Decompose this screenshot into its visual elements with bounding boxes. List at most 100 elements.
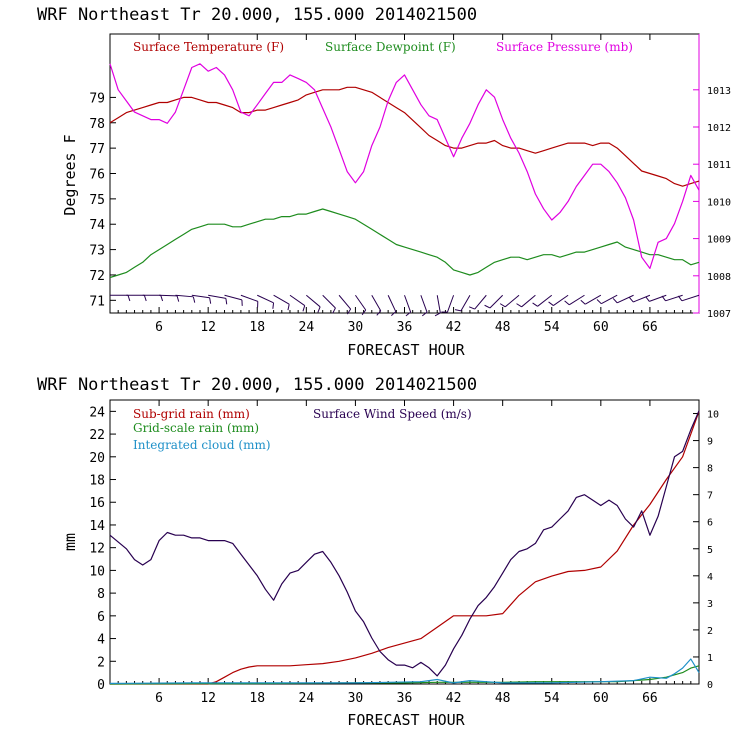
- wind-barb-feather: [347, 308, 352, 315]
- wind-barb: [489, 294, 504, 309]
- wind-barb: [322, 294, 336, 309]
- wind-barb: [404, 295, 412, 313]
- wind-barb: [371, 294, 382, 312]
- x-tick-label: 42: [446, 691, 462, 706]
- wind-barb-feather: [272, 302, 275, 309]
- y-tick-label: 22: [89, 428, 105, 443]
- wind-barb-feather: [532, 302, 538, 307]
- wind-barb: [240, 294, 258, 302]
- y2-tick-label: 1010: [707, 197, 731, 208]
- x-tick-label: 18: [249, 691, 265, 706]
- wind-barb: [436, 295, 441, 314]
- wind-barb: [617, 294, 634, 304]
- y2-tick-label: 1: [707, 653, 713, 664]
- wind-barb-feather: [516, 303, 522, 308]
- wind-barb: [387, 295, 397, 312]
- wind-barb: [584, 294, 602, 305]
- wind-barb-feather: [361, 309, 367, 316]
- surface-wind-speed-line: [109, 410, 700, 677]
- surface-pressure-line: [109, 63, 700, 269]
- x-tick-label: 60: [593, 691, 609, 706]
- y-tick-label: 79: [89, 91, 105, 106]
- wind-barb: [420, 295, 428, 313]
- wind-barb-feather: [302, 305, 306, 312]
- wind-barb: [681, 294, 700, 302]
- wind-barb-feather: [661, 295, 666, 302]
- y-tick-label: 18: [89, 474, 105, 489]
- chart2-series: [109, 410, 700, 685]
- surface-temperature-line: [109, 86, 700, 187]
- wind-barb-feather: [484, 304, 491, 309]
- y2-tick-label: 1007: [707, 309, 731, 320]
- x-tick-label: 12: [200, 691, 216, 706]
- wind-barb-feather: [209, 297, 212, 304]
- wind-barb-feather: [405, 311, 411, 317]
- surface-wind-speed-legend-entry: Surface Wind Speed (m/s): [313, 407, 472, 421]
- y-tick-label: 73: [89, 244, 105, 259]
- y2-tick-label: 0: [707, 680, 713, 691]
- x-tick-label: 24: [299, 691, 315, 706]
- wind-barb-feather: [612, 298, 618, 304]
- wind-barb-feather: [580, 299, 586, 305]
- wind-barb: [289, 294, 306, 306]
- wind-barb: [665, 294, 683, 302]
- grid-scale-rain-legend-entry: Grid-scale rain (mm): [133, 421, 259, 435]
- wind-barb-feather: [454, 309, 462, 312]
- y-tick-label: 76: [89, 168, 105, 183]
- x-tick-label: 30: [348, 320, 364, 335]
- wind-barb-feather: [548, 301, 554, 306]
- x-tick-label: 42: [446, 320, 462, 335]
- wind-barb: [208, 294, 226, 299]
- chart2-right-axis: 0 1 2 3 4 5 6 7 8 9 10: [693, 410, 719, 691]
- x-tick-label: 54: [544, 320, 560, 335]
- y2-tick-label: 2: [707, 626, 713, 637]
- sub-grid-rain-legend-entry: Sub-grid rain (mm): [133, 407, 250, 421]
- surface-dewpoint-line: [109, 208, 700, 279]
- rain-cloud-wind-chart: WRF Northeast Tr 20.000, 155.000 2014021…: [37, 375, 719, 729]
- x-tick-label: 30: [348, 691, 364, 706]
- x-tick-label: 24: [299, 320, 315, 335]
- wind-barb-feather: [468, 306, 475, 310]
- chart1-x-axis-label: FORECAST HOUR: [347, 341, 465, 359]
- x-tick-label: 48: [495, 320, 511, 335]
- y2-tick-label: 8: [707, 464, 713, 475]
- chart1-wind-barbs: [110, 294, 700, 317]
- wind-barb: [159, 294, 178, 297]
- surface-dewpoint-legend-entry: Surface Dewpoint (F): [325, 40, 456, 54]
- y-tick-label: 10: [89, 564, 105, 579]
- wind-barb: [553, 294, 569, 306]
- y-tick-label: 75: [89, 193, 105, 208]
- chart1-legend: Surface Temperature (F) Surface Dewpoint …: [133, 40, 633, 54]
- x-tick-label: 66: [642, 691, 658, 706]
- wind-barb: [338, 294, 352, 310]
- chart1-series: [109, 63, 700, 279]
- wind-barb-feather: [287, 304, 290, 311]
- chart1-y-axis-label: Degrees F: [61, 134, 79, 215]
- y-tick-label: 72: [89, 269, 105, 284]
- wind-barb: [649, 294, 667, 302]
- y2-tick-label: 1013: [707, 86, 731, 97]
- wind-barb: [537, 294, 553, 307]
- x-tick-label: 36: [397, 691, 413, 706]
- x-tick-label: 66: [642, 320, 658, 335]
- wind-barb: [504, 294, 520, 308]
- y2-tick-label: 4: [707, 572, 713, 583]
- x-tick-label: 6: [155, 691, 163, 706]
- y2-tick-label: 1008: [707, 272, 731, 283]
- x-tick-label: 48: [495, 691, 511, 706]
- x-tick-label: 18: [249, 320, 265, 335]
- y-tick-label: 4: [97, 633, 105, 648]
- wind-barb: [257, 294, 274, 304]
- y-tick-label: 12: [89, 542, 105, 557]
- y-tick-label: 71: [89, 294, 105, 309]
- chart2-x-axis-label: FORECAST HOUR: [347, 711, 465, 729]
- x-tick-label: 12: [200, 320, 216, 335]
- wind-barb: [355, 294, 367, 311]
- y2-tick-label: 9: [707, 437, 713, 448]
- wind-barb: [273, 294, 290, 305]
- y-tick-label: 6: [97, 610, 105, 625]
- chart1-title: WRF Northeast Tr 20.000, 155.000 2014021…: [37, 5, 477, 25]
- wind-barb-feather: [192, 296, 196, 303]
- surface-temperature-legend-entry: Surface Temperature (F): [133, 40, 284, 54]
